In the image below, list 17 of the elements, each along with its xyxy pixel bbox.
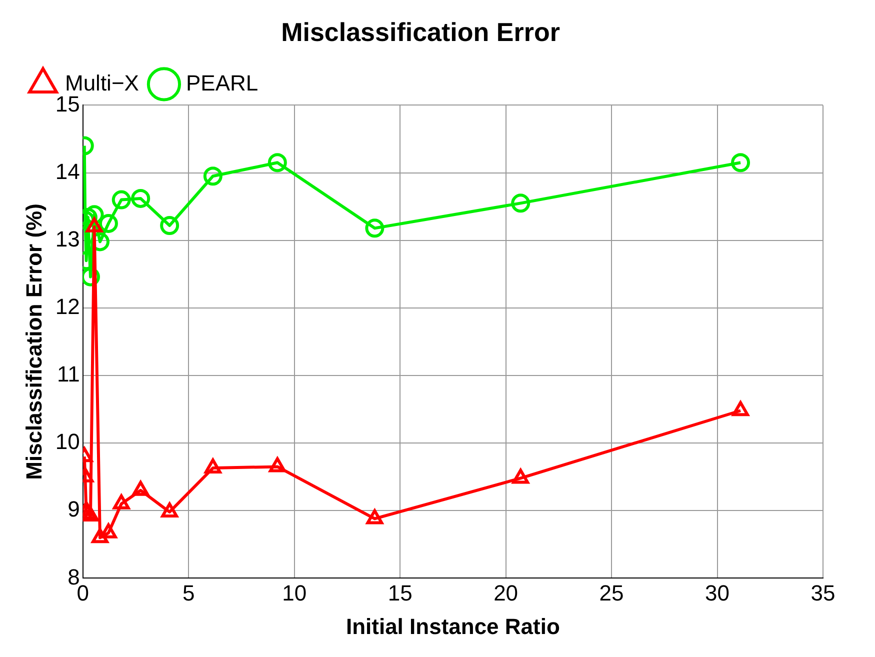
y-axis-title: Misclassification Error (%) [21,204,46,480]
y-tick-label: 13 [55,226,80,252]
chart-title: Misclassification Error [281,16,560,47]
y-tick-label: 14 [55,158,80,184]
y-tick-label: 9 [68,496,80,522]
x-tick-label: 5 [182,580,195,606]
x-axis-title: Initial Instance Ratio [346,614,560,639]
x-tick-label: 30 [705,580,730,606]
y-tick-label: 10 [55,429,80,454]
x-tick-label: 35 [810,580,836,606]
y-tick-label: 12 [55,294,80,319]
x-tick-label: 20 [494,580,518,606]
x-tick-label: 10 [282,580,307,606]
x-tick-label: 15 [388,580,412,606]
legend-label: PEARL [186,70,258,96]
x-tick-label: 25 [599,580,624,606]
y-tick-label: 11 [57,362,80,387]
